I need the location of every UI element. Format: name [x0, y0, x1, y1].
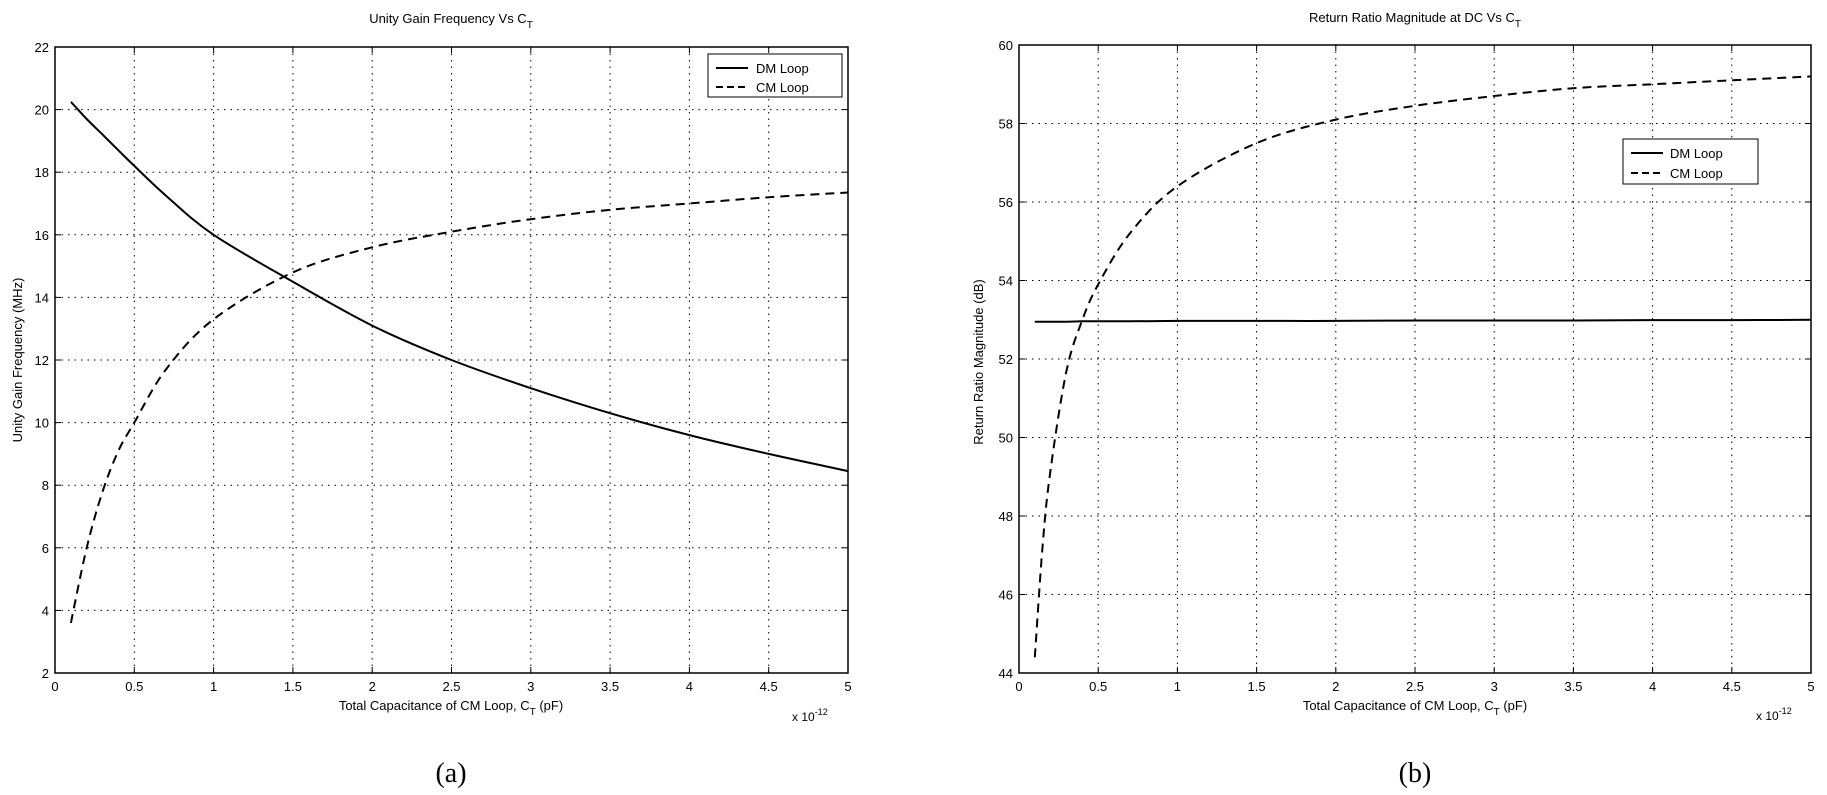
x-tick-label: 0.5: [1089, 679, 1107, 694]
x-tick-label: 1.5: [1248, 679, 1266, 694]
chart-title: Unity Gain Frequency Vs CT: [369, 11, 533, 31]
y-tick-label: 56: [999, 195, 1013, 210]
x-scale-exponent: x 10-12: [792, 707, 828, 724]
series-line-dm-loop: [70, 101, 849, 473]
x-tick-label: 2: [369, 679, 376, 694]
x-tick-label: 3.5: [601, 679, 619, 694]
y-tick-label: 52: [999, 352, 1013, 367]
y-tick-label: 14: [35, 290, 49, 305]
x-tick-label: 4: [686, 679, 693, 694]
y-tick-label: 8: [42, 478, 49, 493]
y-tick-label: 58: [999, 117, 1013, 132]
legend: DM Loop CM Loop: [1622, 138, 1759, 185]
x-tick-label: 5: [1807, 679, 1814, 694]
x-axis-label: Total Capacitance of CM Loop, CT (pF): [339, 698, 563, 718]
y-tick-label: 10: [35, 416, 49, 431]
y-axis-label: Unity Gain Frequency (MHz): [10, 278, 25, 443]
series-lines: [1033, 75, 1812, 658]
series-line-cm-loop: [1033, 75, 1812, 658]
y-tick-label: 54: [999, 274, 1013, 289]
panel-caption: (b): [1399, 758, 1432, 789]
y-tick-label: 44: [999, 666, 1013, 681]
legend: DM Loop CM Loop: [707, 53, 843, 98]
y-axis-label: Return Ratio Magnitude (dB): [971, 279, 986, 444]
y-tick-label: 50: [999, 431, 1013, 446]
y-tick-label: 22: [35, 40, 49, 55]
chart-title: Return Ratio Magnitude at DC Vs CT: [1309, 10, 1521, 30]
x-tick-label: 1.5: [284, 679, 302, 694]
y-tick-label: 6: [42, 541, 49, 556]
y-tick-label: 48: [999, 509, 1013, 524]
x-tick-label: 3: [527, 679, 534, 694]
x-tick-label: 4.5: [760, 679, 778, 694]
y-tick-label: 46: [999, 588, 1013, 603]
y-tick-label: 12: [35, 353, 49, 368]
x-tick-label: 1: [210, 679, 217, 694]
x-tick-label: 3.5: [1564, 679, 1582, 694]
chart-panel-a: 0 0.5 1 1.5 2 2.5 3 3.5 4 4.5 5246810121416182022 …: [10, 11, 852, 789]
legend-label-dm: DM Loop: [1670, 146, 1723, 161]
x-tick-label: 5: [844, 679, 851, 694]
x-tick-label: 3: [1491, 679, 1498, 694]
x-tick-label: 1: [1174, 679, 1181, 694]
series-lines: [69, 101, 849, 624]
legend-box: [1622, 138, 1759, 185]
y-tick-label: 4: [42, 603, 49, 618]
x-tick-label: 0: [51, 679, 58, 694]
legend-label-cm: CM Loop: [756, 80, 809, 95]
y-tick-label: 20: [35, 103, 49, 118]
axis-ticks: 0 0.5 1 1.5 2 2.5 3 3.5 4 4.5 5 2 4 6 8 10 12 14 16 18 20 22: [35, 40, 852, 694]
x-scale-exponent: x 10-12: [1756, 706, 1792, 723]
x-tick-label: 0.5: [125, 679, 143, 694]
axis-ticks: 0 0.5 1 1.5 2 2.5 3 3.5 4 4.5 5 44 46 48 50 52 54 56 58 60: [999, 38, 1815, 694]
x-tick-label: 0: [1015, 679, 1022, 694]
legend-box: [707, 53, 843, 98]
x-tick-label: 2.5: [442, 679, 460, 694]
x-tick-label: 4: [1649, 679, 1656, 694]
panel-caption: (a): [435, 758, 466, 789]
y-tick-label: 16: [35, 228, 49, 243]
x-tick-label: 2: [1332, 679, 1339, 694]
x-tick-label: 2.5: [1406, 679, 1424, 694]
legend-label-cm: CM Loop: [1670, 166, 1723, 181]
y-tick-label: 60: [999, 38, 1013, 53]
y-tick-label: 18: [35, 165, 49, 180]
series-line-cm-loop: [69, 191, 849, 624]
x-axis-label: Total Capacitance of CM Loop, CT (pF): [1303, 698, 1527, 718]
series-line-dm-loop: [1034, 318, 1812, 323]
chart-panel-b: 0 0.5 1 1.5 2 2.5 3 3.5 4 4.5 5444648505254565860 …: [971, 10, 1815, 789]
x-tick-label: 4.5: [1723, 679, 1741, 694]
y-tick-label: 2: [42, 666, 49, 681]
legend-label-dm: DM Loop: [756, 61, 809, 76]
